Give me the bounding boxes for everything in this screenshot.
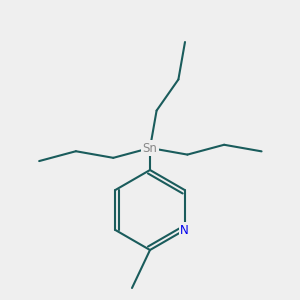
Text: N: N [180,224,189,236]
Text: Sn: Sn [142,142,158,154]
